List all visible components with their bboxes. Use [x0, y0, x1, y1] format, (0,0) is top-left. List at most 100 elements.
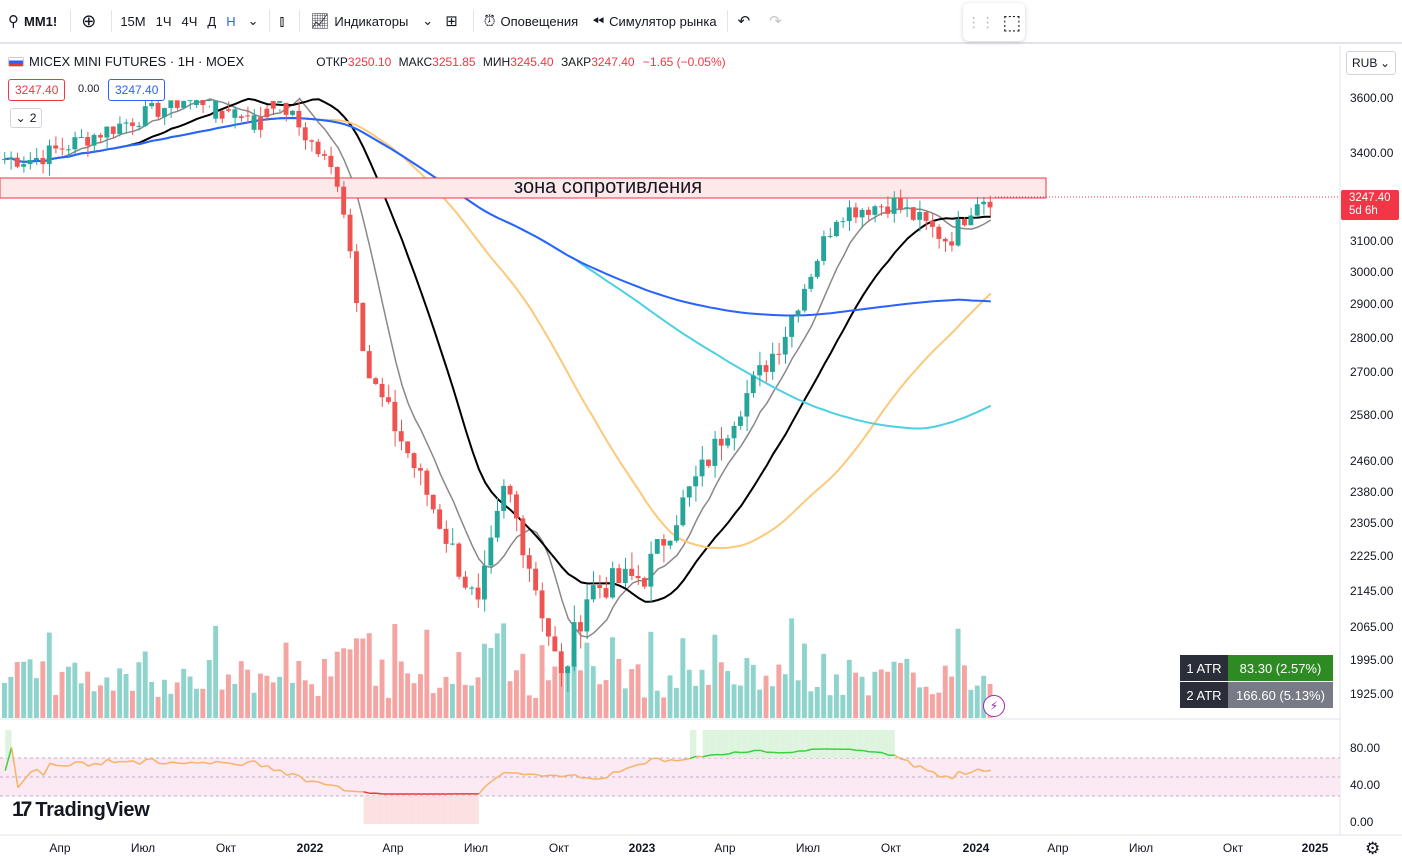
- resistance-zone[interactable]: [0, 177, 1047, 199]
- alerts-button[interactable]: ⏰︎ Оповещения: [477, 4, 585, 38]
- sell-button[interactable]: 3247.40: [8, 79, 66, 101]
- volume-bar: [373, 685, 379, 718]
- candle-body: [91, 134, 97, 146]
- buy-button[interactable]: 3247.40: [108, 79, 166, 101]
- drag-handle-icon[interactable]: ⋮⋮: [966, 13, 995, 30]
- volume-bar: [654, 690, 660, 718]
- volume-bar: [693, 685, 699, 718]
- candle-body: [168, 100, 174, 109]
- oscillator-segment: [709, 753, 716, 756]
- oscillator-segment: [638, 763, 646, 766]
- volume-bar: [117, 668, 123, 718]
- redo-button[interactable]: ↷: [762, 4, 794, 38]
- volume-bar: [571, 645, 577, 718]
- undo-button[interactable]: ↶: [731, 4, 763, 38]
- candle-body: [885, 206, 891, 214]
- candle-body: [974, 204, 980, 216]
- volume-bar: [776, 664, 782, 718]
- volume-bar: [322, 658, 327, 718]
- symbol-search-button[interactable]: ⚲ MM1!: [0, 4, 67, 38]
- overbought-highlight: [862, 730, 870, 758]
- candle-body: [757, 365, 763, 376]
- oscillator-segment: [984, 769, 991, 773]
- russia-flag-icon: [8, 56, 24, 67]
- volume-bar: [213, 625, 219, 718]
- time-tick-label: 2022: [297, 841, 324, 855]
- alarm-clock-icon: ⏰︎: [483, 12, 496, 30]
- interval-1h[interactable]: 1Ч: [155, 13, 172, 29]
- volume-bar: [398, 661, 404, 718]
- oscillator-segment: [907, 759, 915, 768]
- oscillator-segment: [849, 748, 857, 752]
- interval-week[interactable]: Н: [226, 13, 236, 29]
- volume-bar: [629, 669, 635, 718]
- indicators-button[interactable]: 📈︎ Индикаторы: [303, 4, 415, 38]
- candle-body: [437, 509, 443, 529]
- collapse-indicators-button[interactable]: ⌄ 2: [10, 108, 42, 128]
- candle-body: [802, 288, 807, 311]
- oscillator-segment: [555, 774, 563, 778]
- last-price-label: 3247.40 5d 6h: [1341, 190, 1399, 220]
- volume-bar: [750, 664, 756, 718]
- candle-body: [738, 416, 743, 426]
- price-chart[interactable]: зона сопротивления 3600.00 3400.00 3100.00…: [0, 46, 1402, 859]
- overbought-highlight: [741, 730, 748, 758]
- alerts-label: Оповещения: [500, 13, 579, 29]
- volume-bar: [731, 684, 737, 718]
- volume-bar: [469, 685, 475, 718]
- price-axis[interactable]: 3600.00 3400.00 3100.00 3000.00 2900.00 2800.…: [1350, 91, 1394, 701]
- overbought-highlight: [875, 730, 882, 758]
- templates-button[interactable]: ⌄ ⊞: [415, 4, 469, 38]
- symbol-title[interactable]: MICEX MINI FUTURES · 1Н · MOEX: [29, 54, 245, 69]
- oscillator-segment: [536, 773, 543, 778]
- oversold-highlight: [382, 796, 390, 824]
- volume-bar: [616, 658, 622, 718]
- rectangle-tool-icon[interactable]: ⬚: [1002, 11, 1022, 34]
- interval-15m[interactable]: 15М: [120, 13, 146, 29]
- candle-body: [821, 236, 827, 261]
- tradingview-logo[interactable]: 17 TradingView: [12, 798, 150, 821]
- volume-bar: [200, 688, 206, 718]
- candle-body: [731, 425, 737, 439]
- oversold-highlight: [440, 796, 447, 824]
- candle-body: [520, 518, 526, 556]
- oscillator-segment: [312, 780, 319, 783]
- ma-cyan-line: [5, 116, 992, 430]
- candle-body: [130, 122, 135, 126]
- oscillator-segment: [574, 774, 582, 779]
- price-tick-label: 1925.00: [1350, 687, 1394, 701]
- candle-body: [674, 525, 679, 541]
- volume-bar: [315, 695, 321, 718]
- settings-gear-icon[interactable]: ⚙: [1365, 839, 1380, 858]
- compare-button[interactable]: ⊕: [74, 4, 108, 38]
- candle-body: [53, 145, 59, 149]
- oscillator-segment: [190, 761, 198, 764]
- time-axis[interactable]: Апр Июл Окт 2022 Апр Июл Окт 2023 Апр Июл Окт 2024 А…: [49, 841, 1328, 855]
- oscillator-segment: [913, 765, 921, 768]
- volume-bar: [597, 684, 603, 718]
- interval-dropdown[interactable]: ⌄: [241, 4, 266, 38]
- atr-2-value: 166.60 (5.13%): [1228, 682, 1333, 708]
- lightning-icon[interactable]: ⚡︎: [983, 695, 1005, 717]
- oversold-highlight: [408, 796, 415, 824]
- volume-bar: [40, 661, 46, 718]
- oscillator-segment: [504, 771, 511, 774]
- volume-bar: [904, 658, 910, 718]
- oscillator-segment: [497, 771, 505, 778]
- chart-type-button[interactable]: ⫾: [273, 4, 297, 38]
- volume-bar: [258, 673, 263, 718]
- currency-select[interactable]: RUB ⌄: [1346, 51, 1396, 75]
- interval-4h[interactable]: 4Ч: [181, 13, 198, 29]
- volume-bar: [546, 680, 551, 718]
- volume-bar: [840, 694, 846, 718]
- oscillator-axis[interactable]: 80.00 40.00 0.00: [1350, 741, 1380, 829]
- interval-day[interactable]: Д: [207, 13, 217, 29]
- volume-bar: [610, 637, 615, 718]
- redo-icon: ↷: [769, 13, 782, 30]
- candle-body: [680, 497, 686, 526]
- candle-body: [949, 241, 955, 246]
- replay-button[interactable]: ⏪︎ Симулятор рынка: [585, 4, 723, 38]
- candle-body: [334, 167, 340, 187]
- time-tick-label: 2025: [1302, 841, 1329, 855]
- volume-bar: [379, 659, 385, 718]
